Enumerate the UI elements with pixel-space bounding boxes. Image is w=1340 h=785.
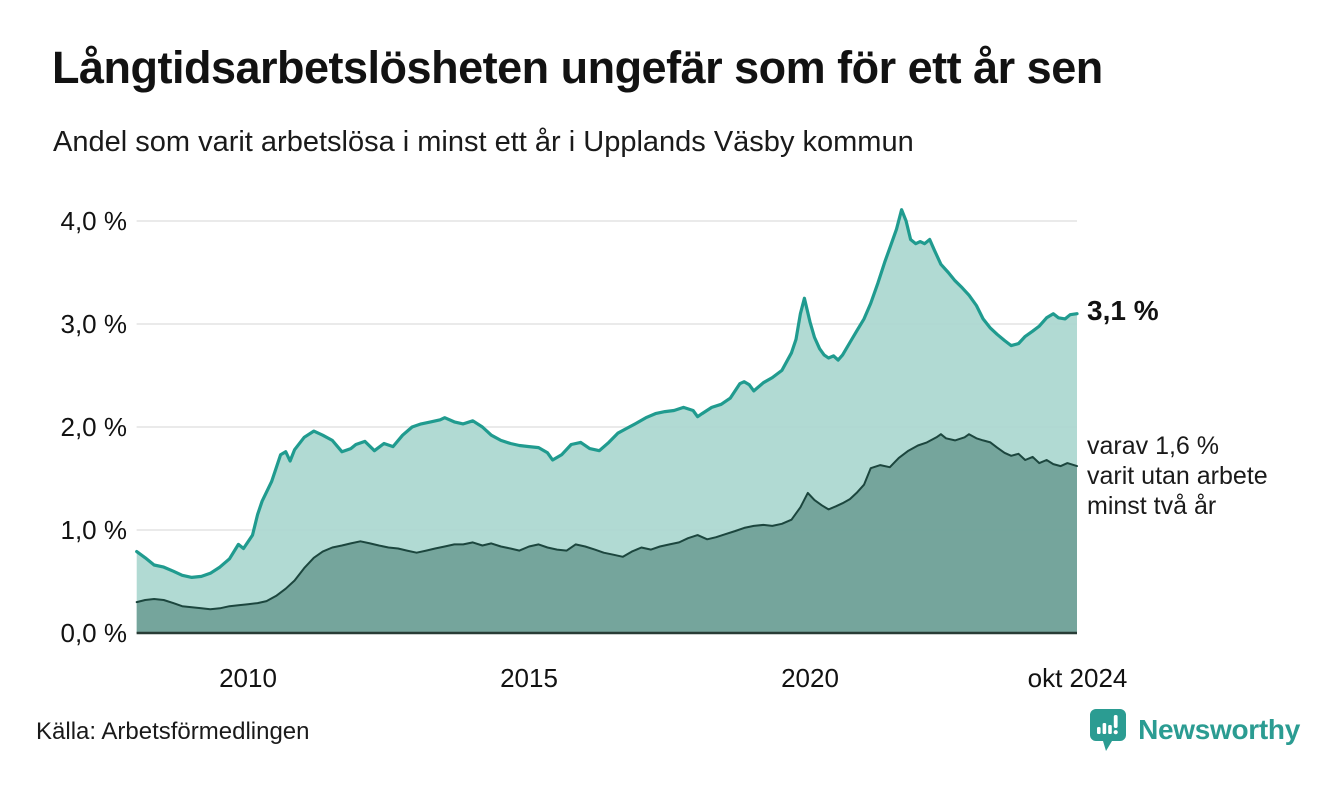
x-tick-label: 2020 bbox=[781, 663, 839, 693]
annotation-line-2: varit utan arbete bbox=[1087, 462, 1268, 490]
two-year-annotation: varav 1,6 % varit utan arbete minst två … bbox=[1087, 431, 1327, 521]
annotation-line-1: varav 1,6 % bbox=[1087, 432, 1220, 460]
area-fill-series-1 bbox=[136, 209, 1077, 633]
y-tick-label: 4,0 % bbox=[61, 206, 128, 236]
x-tick-label: 2010 bbox=[219, 663, 277, 693]
line-series-1 bbox=[135, 208, 1079, 579]
newsworthy-logo-icon bbox=[1088, 707, 1128, 753]
newsworthy-logo[interactable]: Newsworthy bbox=[1088, 706, 1300, 754]
x-tick-label: 2015 bbox=[500, 663, 558, 693]
page-title: Långtidsarbetslösheten ungefär som för e… bbox=[52, 42, 1103, 93]
y-tick-label: 0,0 % bbox=[61, 618, 128, 648]
chart-subtitle: Andel som varit arbetslösa i minst ett å… bbox=[53, 126, 914, 158]
y-tick-label: 2,0 % bbox=[61, 412, 128, 442]
line-series-2 bbox=[135, 433, 1078, 611]
newsworthy-wordmark: Newsworthy bbox=[1138, 714, 1300, 745]
x-tick-label: okt 2024 bbox=[1028, 663, 1128, 693]
y-tick-label: 1,0 % bbox=[61, 515, 128, 545]
annotation-line-3: minst två år bbox=[1087, 492, 1217, 520]
area-fill-series-2 bbox=[136, 434, 1077, 633]
latest-value-label: 3,1 % bbox=[1087, 295, 1159, 326]
source-attribution: Källa: Arbetsförmedlingen bbox=[36, 718, 310, 745]
y-tick-label: 3,0 % bbox=[61, 309, 128, 339]
